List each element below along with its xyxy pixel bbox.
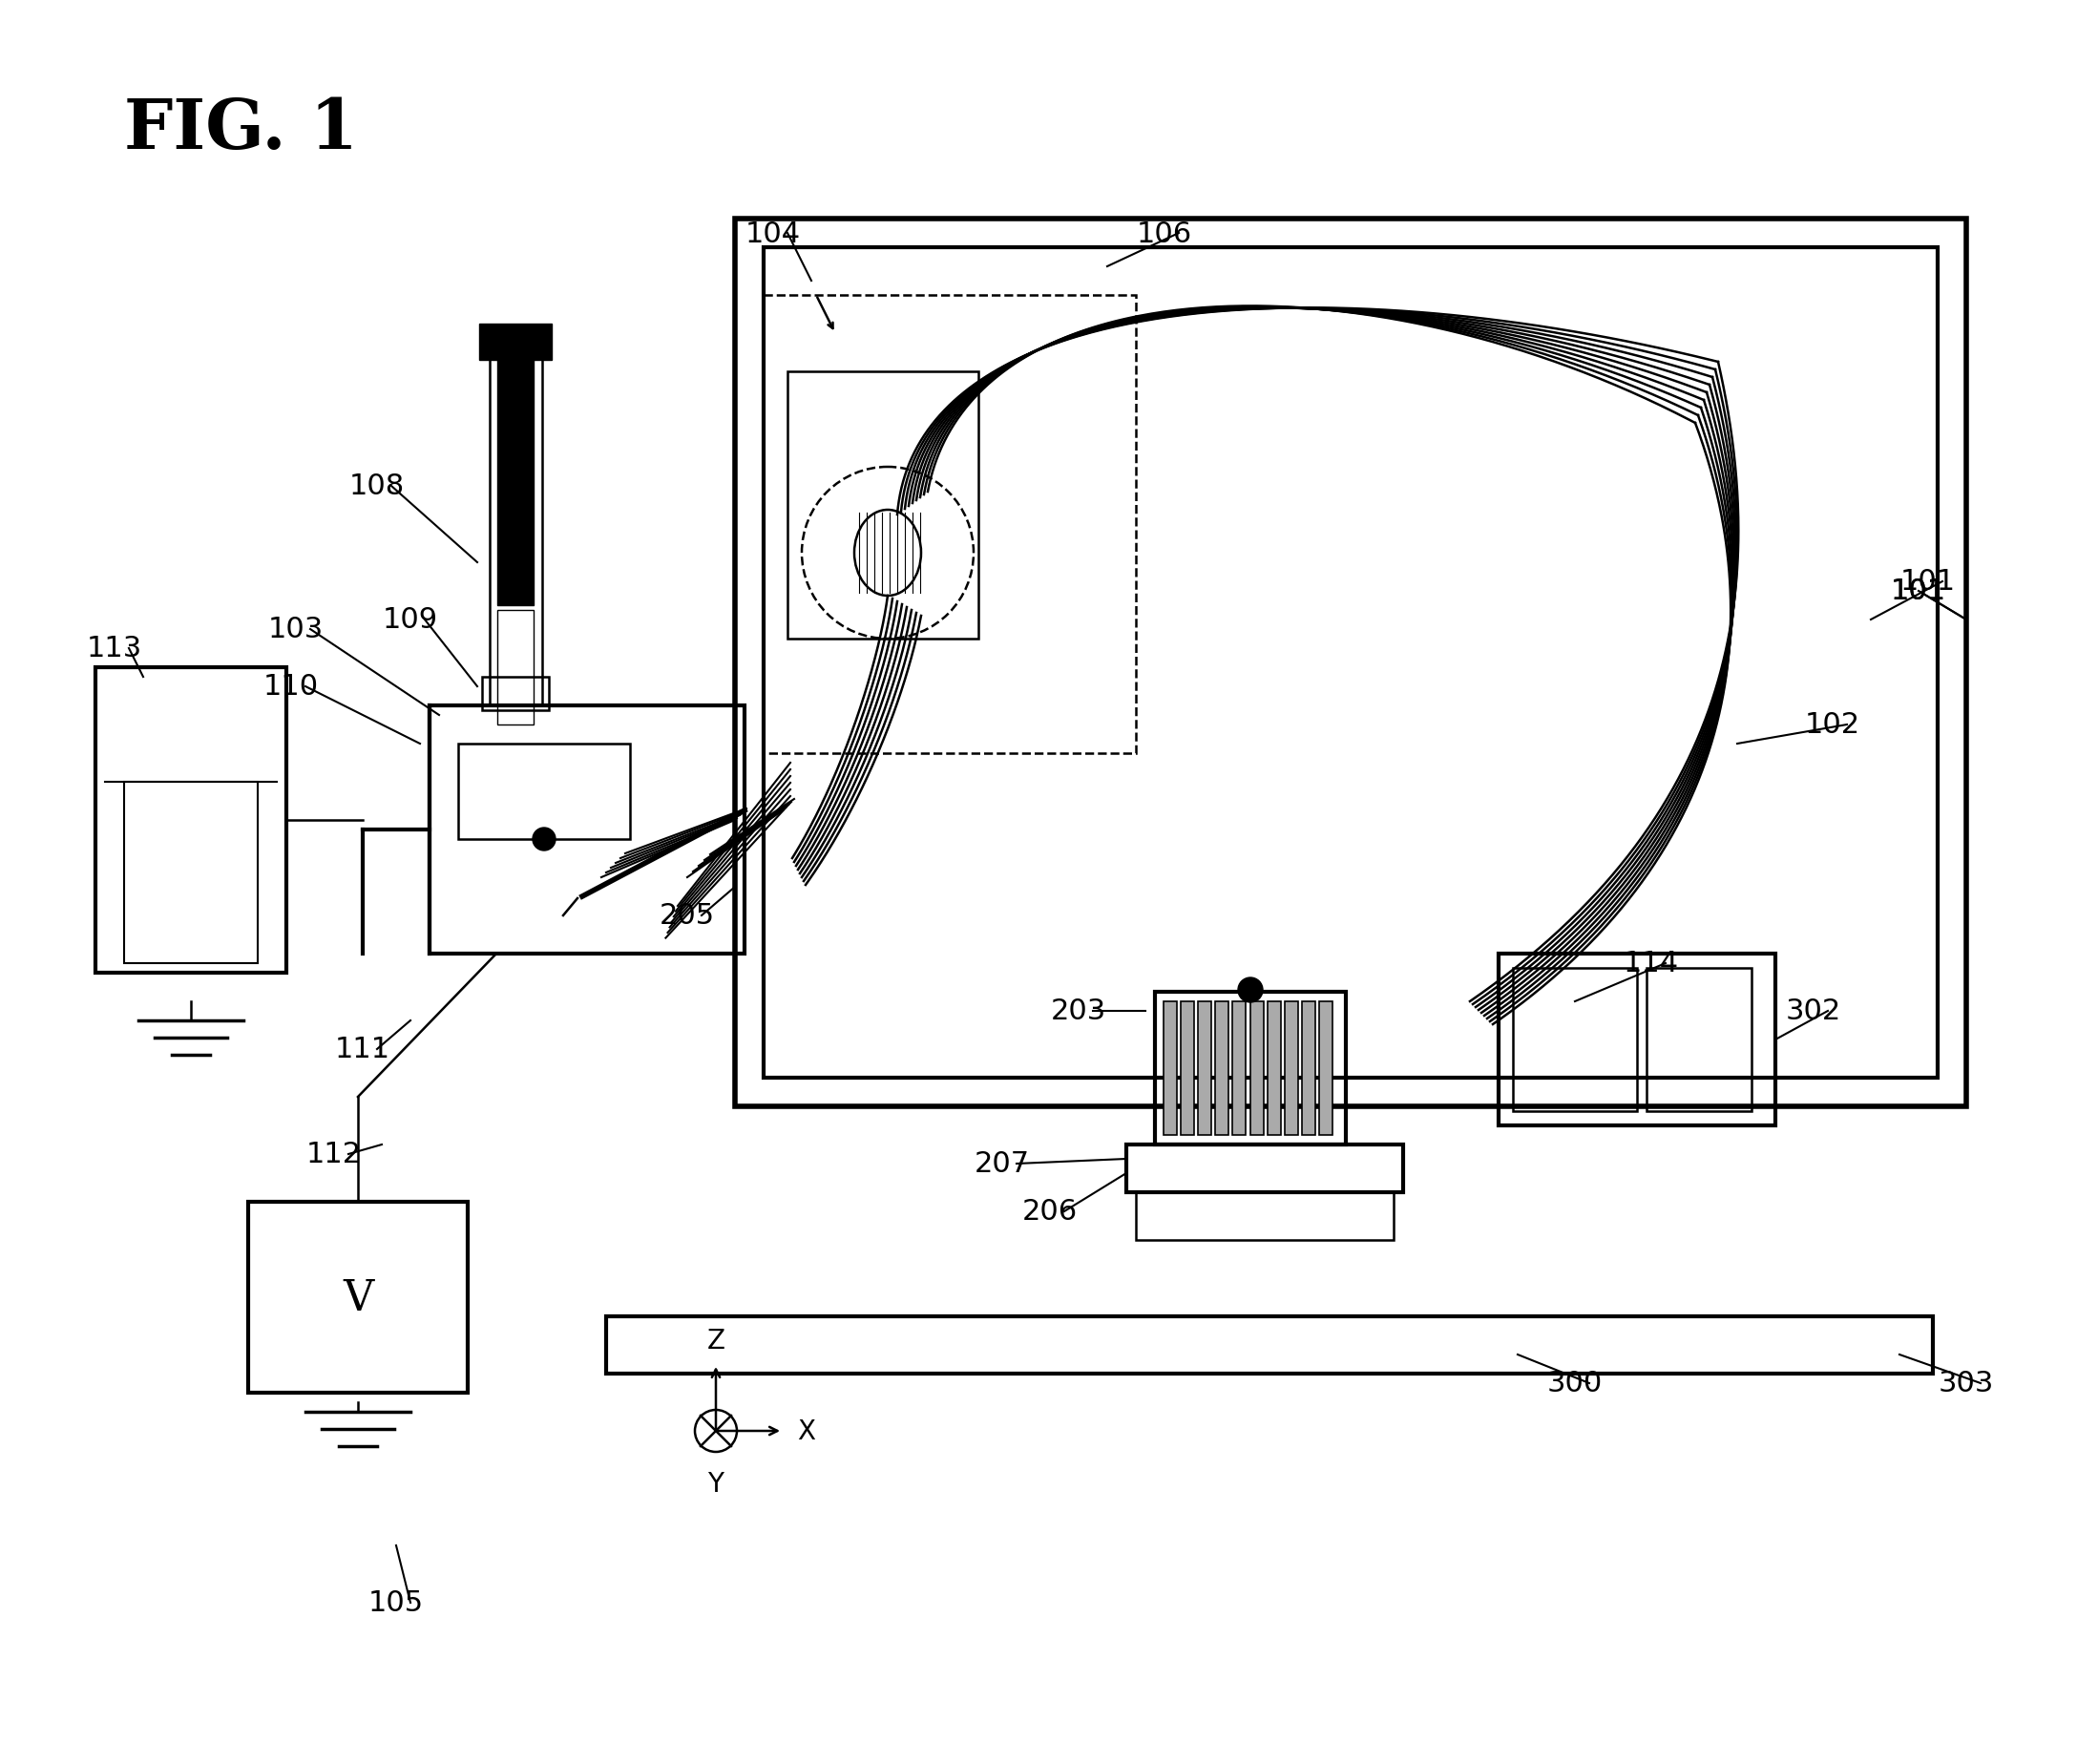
Text: 108: 108 bbox=[349, 473, 405, 501]
Text: 203: 203 bbox=[1051, 997, 1107, 1025]
Bar bbox=[1319, 1002, 1333, 1136]
Text: 103: 103 bbox=[268, 616, 324, 644]
Text: 102: 102 bbox=[1805, 711, 1861, 739]
Bar bbox=[1126, 1145, 1404, 1192]
Text: 101: 101 bbox=[1890, 577, 1946, 605]
Text: FIG. 1: FIG. 1 bbox=[125, 95, 357, 162]
Bar bbox=[764, 296, 1136, 753]
Text: 111: 111 bbox=[334, 1035, 390, 1064]
Bar bbox=[125, 781, 258, 963]
Circle shape bbox=[532, 827, 555, 850]
Bar bbox=[1180, 1002, 1194, 1136]
Text: 205: 205 bbox=[660, 901, 714, 930]
Text: 302: 302 bbox=[1786, 997, 1842, 1025]
Bar bbox=[1232, 1002, 1246, 1136]
Text: 104: 104 bbox=[746, 220, 802, 247]
Bar bbox=[1267, 1002, 1282, 1136]
Text: 300: 300 bbox=[1547, 1369, 1603, 1397]
Bar bbox=[1136, 1192, 1394, 1240]
Bar bbox=[1512, 968, 1637, 1111]
Bar bbox=[1163, 1002, 1178, 1136]
Bar bbox=[496, 610, 534, 725]
Bar bbox=[1286, 1002, 1298, 1136]
Text: Y: Y bbox=[708, 1469, 725, 1498]
Text: 109: 109 bbox=[382, 607, 438, 633]
Bar bbox=[96, 669, 287, 974]
Bar bbox=[430, 706, 744, 954]
Bar bbox=[1302, 1002, 1315, 1136]
Bar bbox=[606, 1316, 1934, 1374]
Text: 113: 113 bbox=[87, 635, 143, 663]
Bar bbox=[247, 1201, 467, 1394]
Text: Z: Z bbox=[706, 1327, 725, 1353]
Bar bbox=[1647, 968, 1751, 1111]
Bar bbox=[787, 372, 978, 639]
Bar bbox=[490, 353, 542, 706]
Text: 101: 101 bbox=[1900, 568, 1957, 596]
Text: 207: 207 bbox=[974, 1150, 1030, 1178]
Bar bbox=[735, 219, 1967, 1106]
Bar bbox=[1155, 991, 1346, 1145]
Text: 303: 303 bbox=[1938, 1369, 1994, 1397]
Bar bbox=[1198, 1002, 1211, 1136]
Text: 101: 101 bbox=[1890, 577, 1946, 605]
Text: 206: 206 bbox=[1022, 1198, 1078, 1226]
Text: 106: 106 bbox=[1136, 220, 1192, 247]
Text: 114: 114 bbox=[1624, 949, 1678, 977]
Text: 110: 110 bbox=[264, 674, 320, 700]
Bar bbox=[764, 249, 1938, 1078]
Bar bbox=[459, 744, 629, 840]
Bar bbox=[496, 358, 534, 605]
Bar bbox=[480, 325, 552, 360]
Circle shape bbox=[1238, 977, 1263, 1002]
Text: 112: 112 bbox=[305, 1141, 361, 1168]
Bar bbox=[1215, 1002, 1228, 1136]
Bar bbox=[1500, 954, 1776, 1125]
Text: X: X bbox=[798, 1418, 816, 1445]
Bar bbox=[482, 677, 548, 711]
Text: V: V bbox=[343, 1277, 374, 1318]
Text: 105: 105 bbox=[368, 1589, 424, 1616]
Bar bbox=[1250, 1002, 1263, 1136]
